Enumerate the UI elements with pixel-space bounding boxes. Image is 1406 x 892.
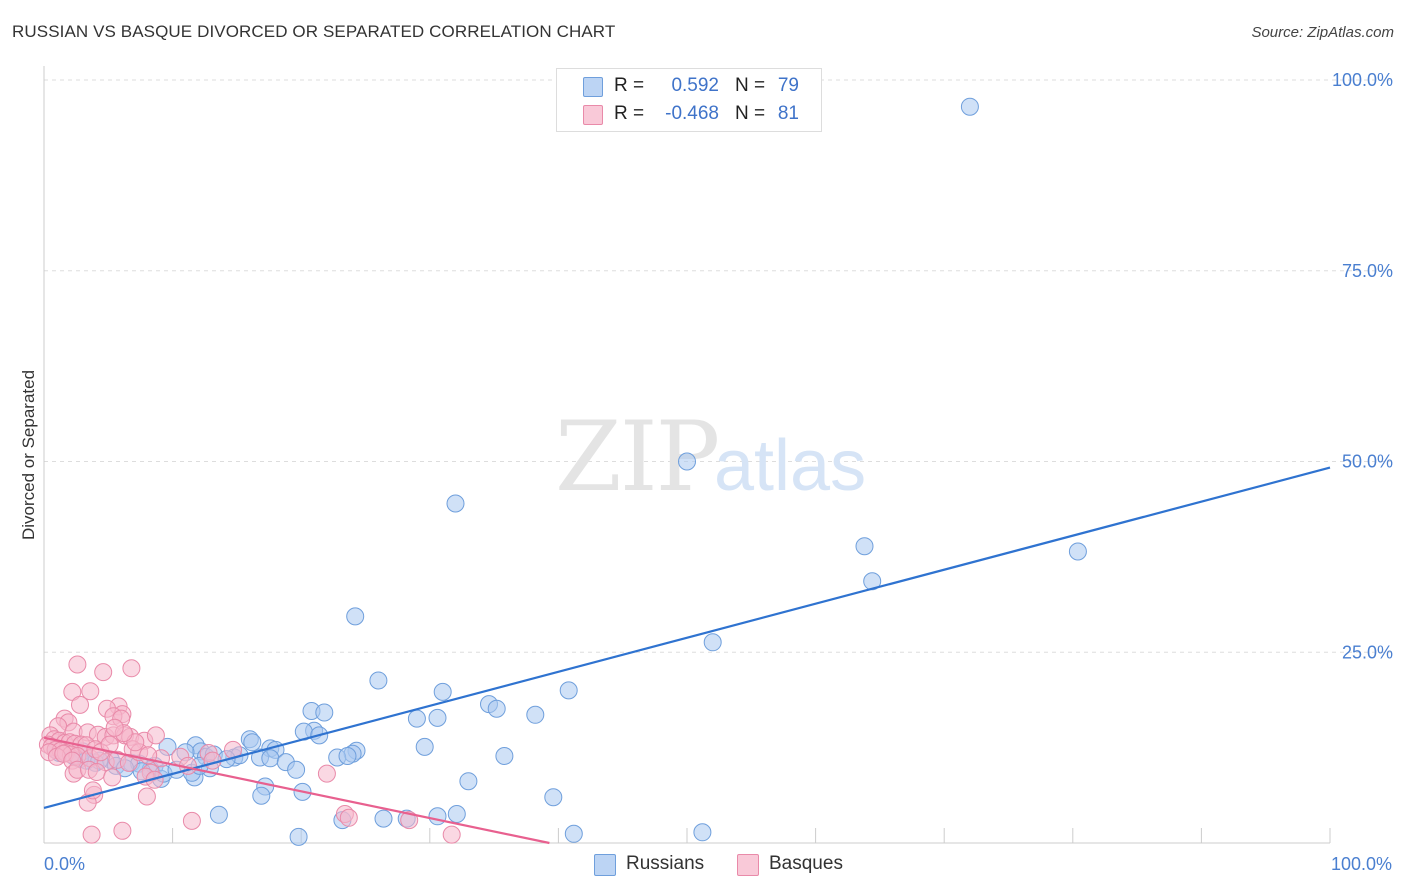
basque-point[interactable] [68, 655, 87, 674]
basque-point[interactable] [81, 682, 100, 701]
russian-point[interactable] [703, 633, 722, 652]
russian-point[interactable] [252, 786, 271, 805]
basques-legend-label: Basques [769, 853, 843, 874]
y-axis-label: Divorced or Separated [19, 370, 38, 540]
basque-point[interactable] [122, 659, 141, 678]
russian-point[interactable] [693, 823, 712, 842]
y-tick-label: 50.0% [1342, 452, 1393, 472]
basque-point[interactable] [103, 768, 122, 787]
russians-legend-label: Russians [626, 853, 705, 874]
y-tick-labels: 25.0% 50.0% 75.0% 100.0% [1332, 70, 1393, 662]
basque-point[interactable] [317, 764, 336, 783]
basques-legend-swatch [737, 854, 759, 876]
basque-point[interactable] [87, 763, 106, 781]
legend-row-basques: R = -0.468 N = 81 [557, 100, 821, 128]
basque-point[interactable] [182, 811, 201, 830]
russian-point[interactable] [369, 671, 388, 690]
n-value: 79 [777, 75, 799, 96]
basque-point[interactable] [105, 718, 124, 737]
basque-point[interactable] [442, 825, 461, 844]
russian-point[interactable] [415, 737, 434, 756]
basque-point[interactable] [146, 726, 165, 745]
russian-point[interactable] [315, 703, 334, 722]
russian-point[interactable] [338, 747, 357, 765]
russian-point[interactable] [346, 607, 365, 626]
russian-point[interactable] [243, 733, 262, 752]
russian-point[interactable] [447, 805, 466, 823]
russian-point[interactable] [855, 537, 874, 556]
russian-point[interactable] [495, 747, 514, 765]
russian-point[interactable] [407, 709, 426, 728]
russian-point[interactable] [428, 708, 447, 727]
basque-point[interactable] [113, 821, 132, 840]
russian-point[interactable] [459, 772, 478, 791]
russian-point[interactable] [1068, 542, 1087, 561]
n-label: N = [735, 103, 766, 124]
russian-point[interactable] [289, 827, 308, 846]
russian-point[interactable] [544, 788, 563, 807]
russian-point[interactable] [428, 807, 447, 826]
x-tick-label-min: 0.0% [44, 854, 85, 874]
russian-point[interactable] [446, 494, 465, 513]
russian-point[interactable] [559, 681, 578, 700]
russian-point[interactable] [526, 705, 545, 724]
basque-point[interactable] [94, 663, 113, 682]
y-tick-label: 100.0% [1332, 70, 1393, 90]
correlation-legend: R = 0.592 N = 79 R = -0.468 N = 81 [556, 68, 822, 132]
basque-point[interactable] [400, 811, 419, 830]
basques-trend-line [43, 736, 550, 845]
basque-point[interactable] [71, 695, 89, 714]
r-value: -0.468 [665, 103, 719, 124]
basque-point[interactable] [82, 825, 101, 844]
y-tick-label: 75.0% [1342, 261, 1393, 281]
basque-point[interactable] [137, 787, 156, 806]
trend-lines [43, 466, 1331, 845]
x-tick-label-max: 100.0% [1331, 854, 1392, 874]
basque-point[interactable] [339, 808, 358, 827]
russians-trend-line [43, 466, 1331, 809]
r-label: R = [614, 103, 645, 124]
russian-point[interactable] [487, 699, 506, 718]
basques-points [38, 655, 461, 844]
n-value: 81 [777, 103, 799, 124]
r-value: 0.592 [671, 75, 719, 96]
russian-point[interactable] [433, 682, 452, 701]
x-tick-marks [172, 828, 1331, 843]
basques-swatch [583, 105, 603, 125]
r-label: R = [614, 75, 645, 96]
russian-point[interactable] [209, 805, 228, 824]
russian-point[interactable] [374, 809, 393, 828]
n-label: N = [735, 75, 766, 96]
chart-title: RUSSIAN VS BASQUE DIVORCED OR SEPARATED … [12, 22, 616, 41]
legend-row-russians: R = 0.592 N = 79 [557, 72, 821, 100]
y-tick-label: 25.0% [1342, 642, 1393, 662]
gridlines [44, 79, 1394, 653]
series-legend: Russians Basques [0, 852, 1406, 878]
russians-swatch [583, 77, 603, 97]
russian-point[interactable] [287, 760, 306, 779]
basque-point[interactable] [100, 735, 119, 754]
source-label: Source: ZipAtlas.com [1251, 24, 1394, 41]
russians-legend-swatch [594, 854, 616, 876]
basque-point[interactable] [203, 751, 222, 770]
russian-point[interactable] [564, 824, 583, 843]
russian-point[interactable] [678, 452, 696, 471]
russian-point[interactable] [261, 749, 280, 768]
russian-point[interactable] [960, 97, 979, 116]
watermark-atlas: atlas [714, 426, 866, 506]
